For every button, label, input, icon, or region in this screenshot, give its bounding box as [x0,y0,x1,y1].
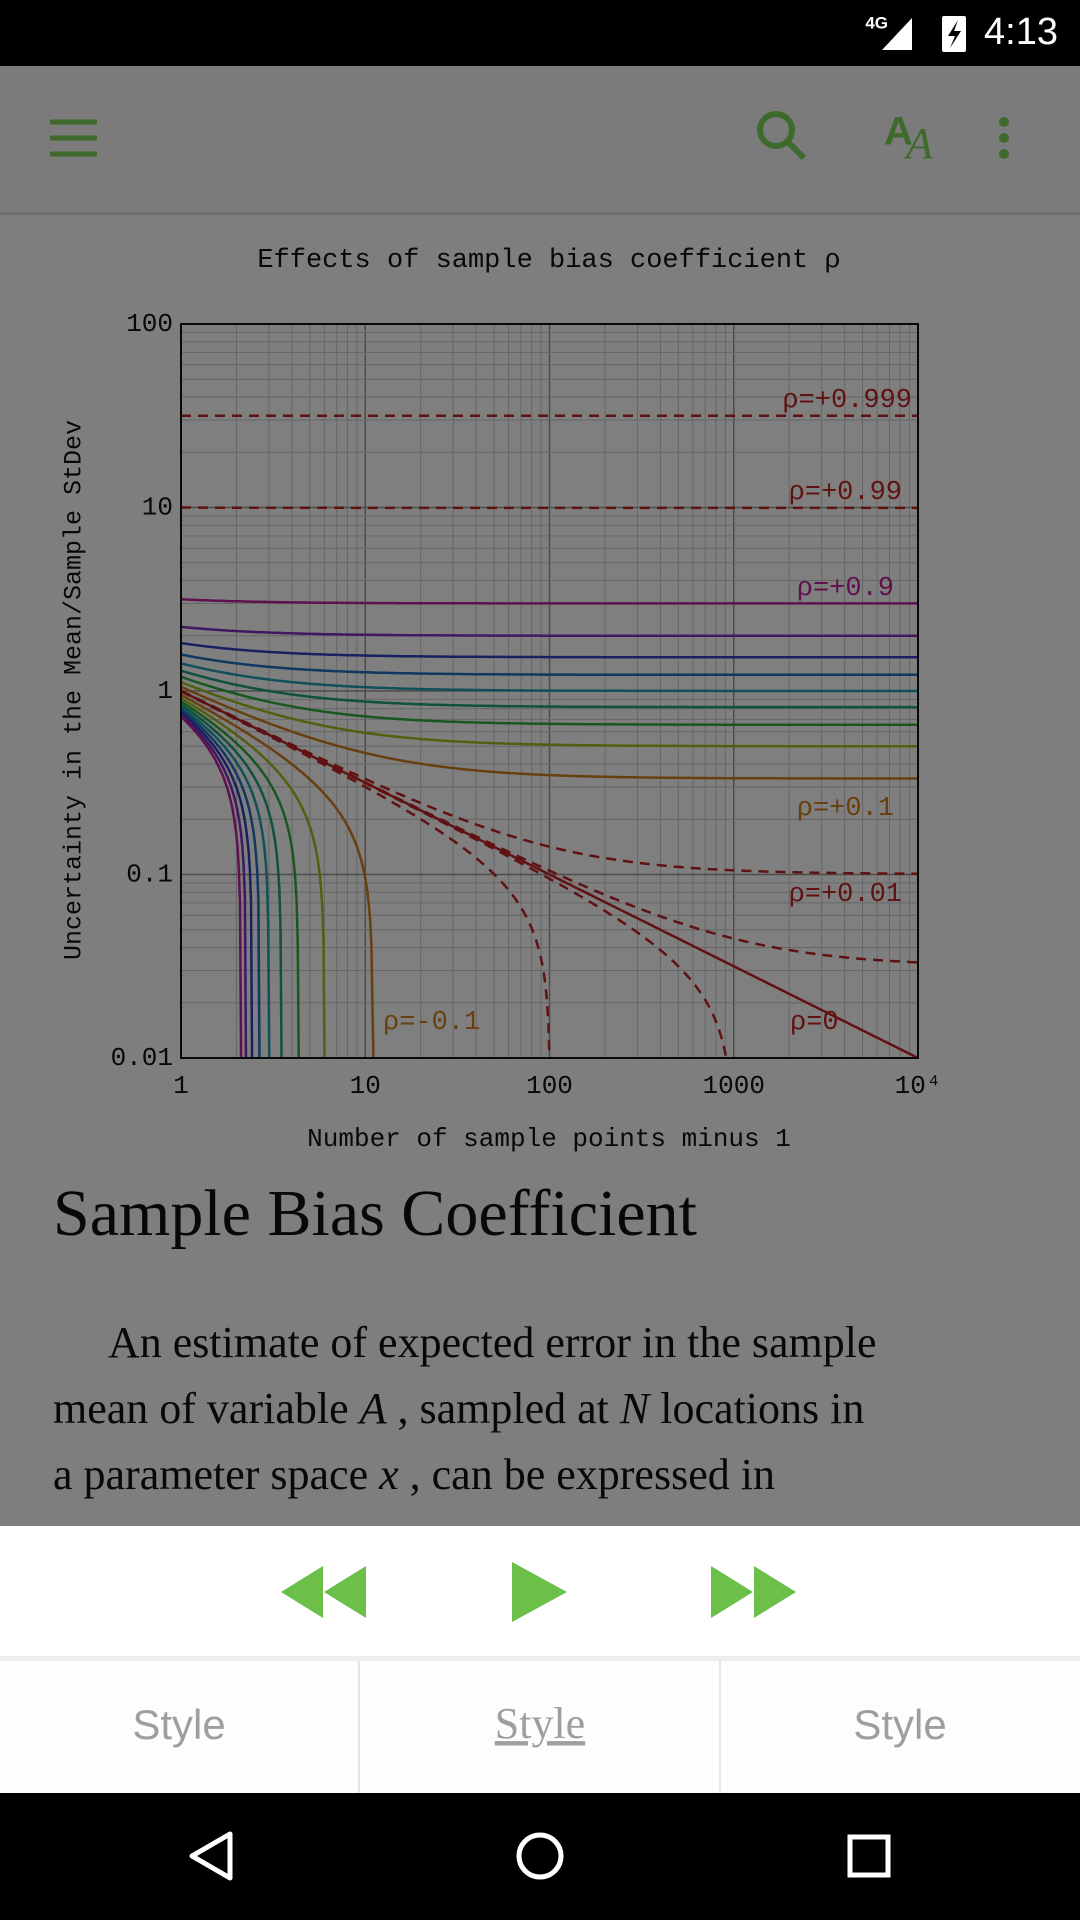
tab-bar [0,1661,1080,1793]
charging-bolt [948,20,961,48]
status-bar [0,0,1080,66]
rewind-button[interactable] [281,1566,366,1618]
network-type: 4G [865,13,888,32]
clock: 4:13 [984,11,1058,53]
dim-overlay [0,66,1080,1526]
tab[interactable]: Style [853,1701,946,1748]
recents-button[interactable] [847,1834,891,1878]
home-button[interactable] [516,1832,564,1880]
nav-bar [0,1793,1080,1920]
tab[interactable]: Style [132,1701,225,1748]
play-button[interactable] [512,1562,567,1622]
tab[interactable]: Style [495,1699,585,1748]
fast-forward-button[interactable] [711,1566,796,1618]
back-button[interactable] [189,1831,233,1881]
divider [0,1656,1080,1661]
signal-icon [882,18,912,50]
